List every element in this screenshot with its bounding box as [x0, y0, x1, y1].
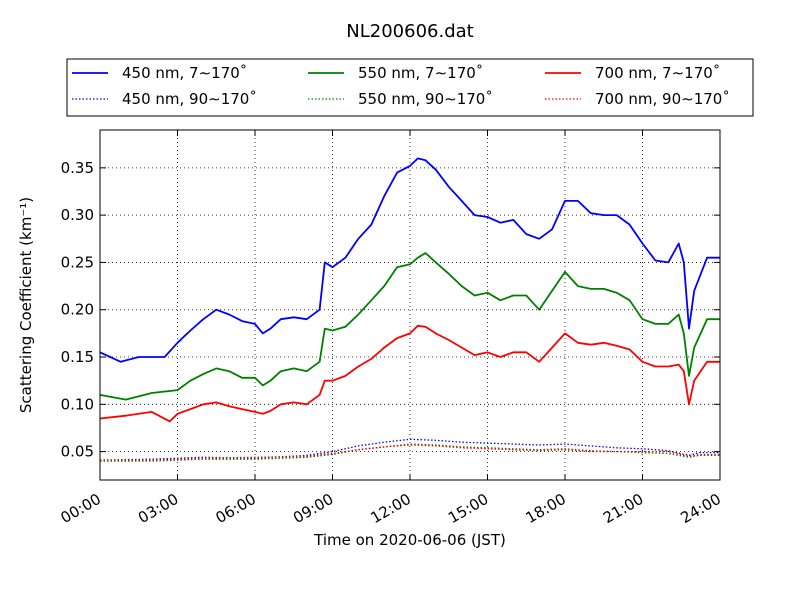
y-tick-labels: 0.05 0.10 0.15 0.20 0.25 0.30 0.35 — [61, 159, 94, 461]
y-tick-label: 0.20 — [61, 301, 94, 319]
series-line-3 — [100, 443, 720, 462]
series-line-1 — [99, 438, 720, 461]
y-tick-label: 0.15 — [61, 348, 94, 366]
legend-label-1: 450 nm, 90∼170˚ — [122, 90, 257, 108]
chart-title: NL200606.dat — [346, 21, 473, 42]
series-line-0 — [99, 157, 720, 363]
y-tick-label: 0.05 — [61, 443, 94, 461]
legend-frame — [66, 58, 754, 117]
y-tick-label: 0.25 — [61, 253, 94, 271]
legend-label-5: 700 nm, 90∼170˚ — [595, 90, 730, 108]
legend-label-0: 450 nm, 7∼170˚ — [122, 64, 247, 82]
series-line-5 — [100, 444, 720, 461]
legend-label-4: 700 nm, 7∼170˚ — [595, 64, 720, 82]
y-tick-label: 0.30 — [61, 206, 94, 224]
legend-label-2: 550 nm, 7∼170˚ — [358, 64, 483, 82]
x-axis-label: Time on 2020-06-06 (JST) — [313, 531, 506, 549]
plot-area — [100, 130, 720, 480]
series-line-2 — [99, 252, 720, 401]
legend-label-3: 550 nm, 90∼170˚ — [358, 90, 493, 108]
y-tick-label: 0.10 — [61, 395, 94, 413]
legend: 450 nm, 7∼170˚ 450 nm, 90∼170˚ 550 nm, 7∼1… — [66, 58, 754, 117]
axis-ticks — [99, 130, 721, 480]
series-layer — [99, 157, 720, 462]
y-tick-label: 0.35 — [61, 159, 94, 177]
series-line-4 — [99, 324, 720, 423]
y-axis-label: Scattering Coefficient (km⁻¹) — [17, 197, 35, 413]
